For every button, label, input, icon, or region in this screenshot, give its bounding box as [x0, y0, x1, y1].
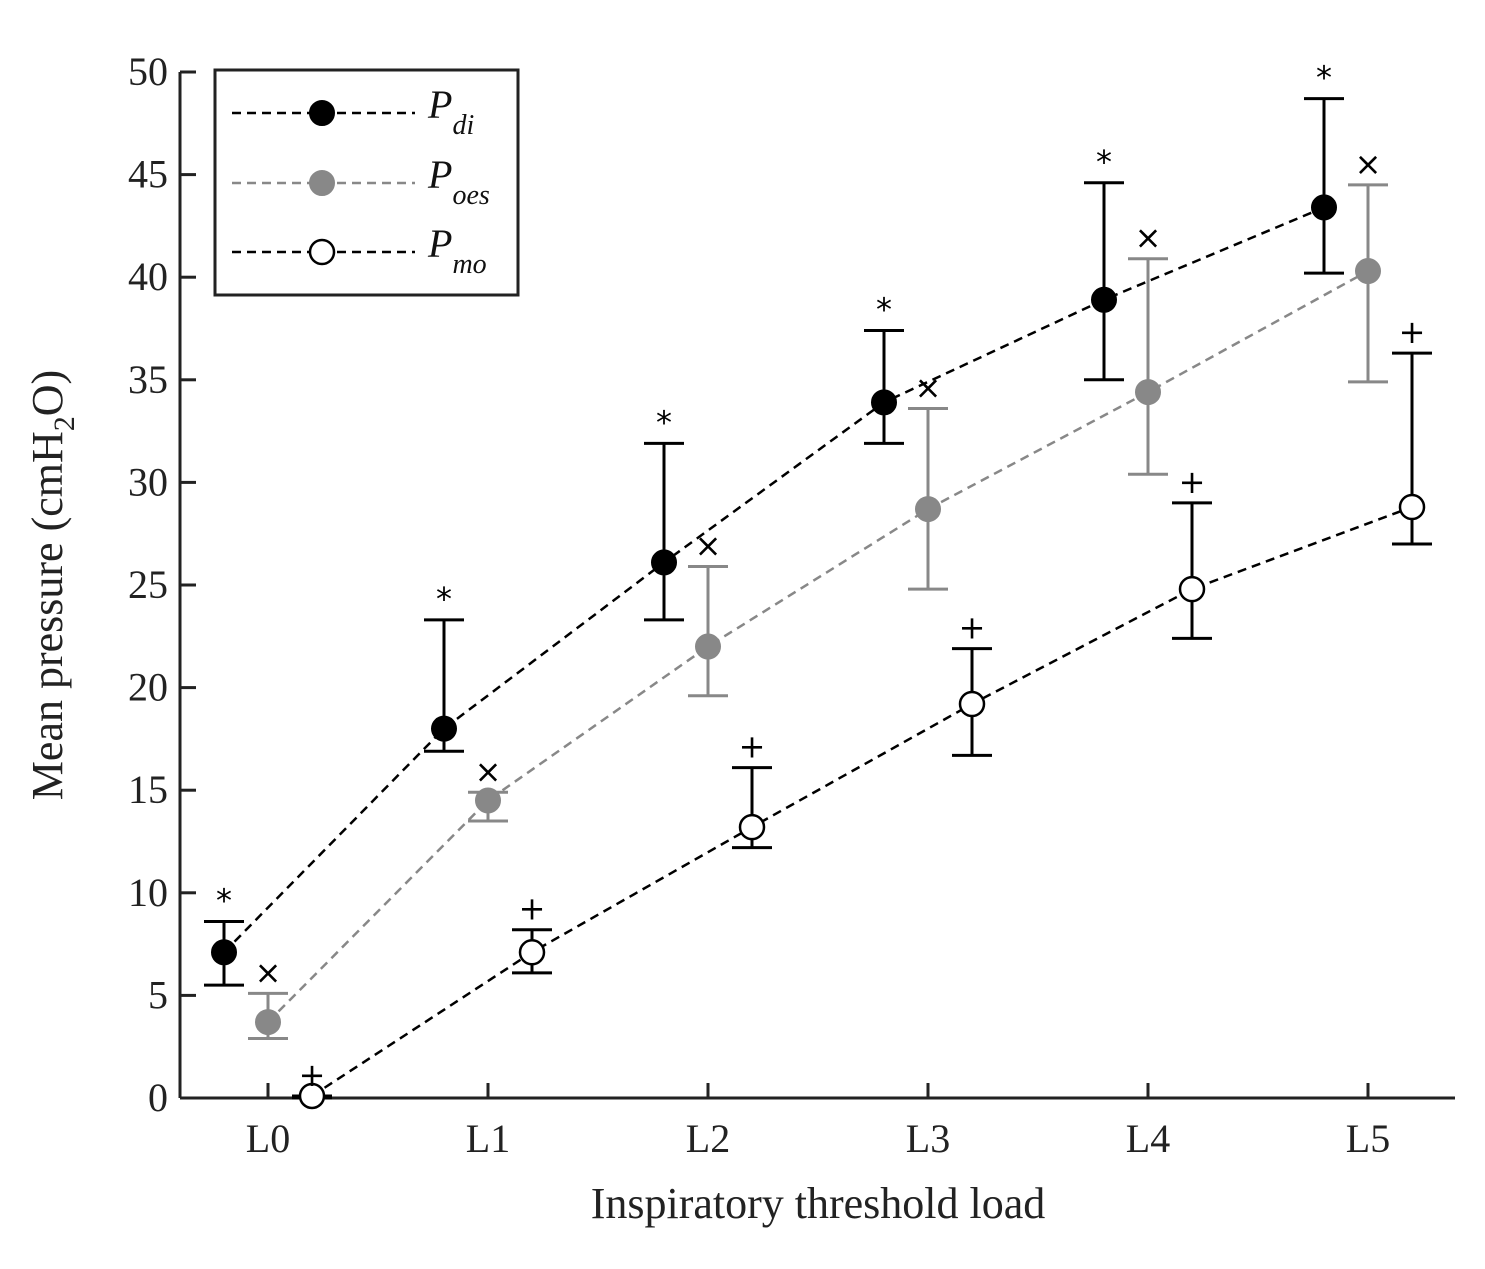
point-mo-0: [298, 1082, 326, 1110]
point-oes-0: [255, 1009, 281, 1036]
legend-label-poes-sub: oes: [452, 180, 489, 211]
significance-di-0: *: [216, 882, 232, 920]
legend-item-pdi: Pdi: [232, 82, 474, 141]
y-axis-title-subscript: 2: [48, 416, 81, 431]
series-line-di: [223, 206, 1325, 954]
y-tick-label-9: 45: [128, 152, 168, 197]
legend-label-pmo: Pmo: [427, 221, 487, 280]
point-oes-3: [915, 496, 941, 523]
series-lines: [223, 206, 1413, 1097]
point-mo-2: [738, 813, 766, 841]
point-di-4: [1091, 286, 1117, 313]
series-line-mo: [311, 505, 1413, 1097]
y-ticks: 0 5 10 15 20 25 30 35 40 45 50: [128, 49, 196, 1120]
point-mo-3: [958, 690, 986, 718]
significance-mo-1: +: [519, 890, 546, 928]
y-tick-label-3: 15: [128, 767, 168, 812]
y-tick-label-5: 25: [128, 562, 168, 607]
y-axis-title: Mean pressure (cmH2O): [23, 370, 81, 800]
legend-label-poes: Poes: [427, 152, 490, 211]
significance-mo-3: +: [959, 609, 986, 647]
series-line-oes: [267, 269, 1369, 1023]
legend-marker-poes: [309, 170, 335, 196]
point-mo-4: [1178, 575, 1206, 603]
legend-label-poes-main: P: [427, 152, 452, 197]
point-oes-2: [695, 633, 721, 660]
y-tick-label-0: 0: [148, 1075, 168, 1120]
significance-di-1: *: [436, 580, 452, 618]
legend-item-poes: Poes: [232, 152, 490, 211]
point-oes-5: [1355, 258, 1381, 285]
significance-oes-0: ×: [255, 953, 282, 991]
x-tick-label-0: L0: [246, 1116, 290, 1161]
point-di-5: [1311, 194, 1337, 221]
point-di-2: [651, 549, 677, 576]
significance-oes-1: ×: [475, 752, 502, 790]
point-oes-4: [1135, 379, 1161, 406]
y-tick-label-6: 30: [128, 459, 168, 504]
significance-mo-4: +: [1179, 463, 1206, 501]
significance-oes-4: ×: [1135, 219, 1162, 257]
significance-mo-0: +: [299, 1056, 326, 1094]
x-axis-title: Inspiratory threshold load: [591, 1179, 1046, 1228]
significance-di-3: *: [876, 291, 892, 329]
y-tick-label-8: 40: [128, 254, 168, 299]
y-tick-label-10: 50: [128, 49, 168, 94]
y-axis-title-suffix: O): [23, 370, 72, 416]
y-tick-label-7: 35: [128, 357, 168, 402]
legend-marker-pdi: [309, 100, 335, 126]
y-tick-label-2: 10: [128, 870, 168, 915]
legend-marker-pmo: [308, 238, 336, 266]
significance-di-2: *: [656, 403, 672, 441]
legend-item-pmo: Pmo: [232, 221, 487, 280]
series-errorbars: [204, 97, 1432, 1100]
significance-oes-3: ×: [915, 369, 942, 407]
x-tick-label-3: L3: [906, 1116, 950, 1161]
point-mo-1: [518, 939, 546, 966]
significance-di-5: *: [1316, 59, 1332, 97]
significance-di-4: *: [1096, 143, 1112, 181]
significance-oes-2: ×: [695, 527, 722, 565]
y-tick-label-4: 20: [128, 665, 168, 710]
significance-oes-5: ×: [1355, 145, 1382, 183]
legend-label-pmo-sub: mo: [452, 249, 486, 280]
significance-markers: * * * * * * × × × × × × + + + + + +: [216, 59, 1425, 1094]
point-di-3: [871, 389, 897, 416]
x-ticks: L0 L1 L2 L3 L4 L5: [246, 1083, 1390, 1161]
legend-label-pdi: Pdi: [427, 82, 474, 141]
legend: Pdi Poes Pmo: [213, 68, 520, 297]
x-tick-label-4: L4: [1126, 1116, 1170, 1161]
x-tick-label-2: L2: [686, 1116, 730, 1161]
point-di-1: [431, 715, 457, 742]
legend-label-pdi-main: P: [427, 82, 452, 127]
x-tick-label-1: L1: [466, 1116, 510, 1161]
y-axis-title-main: Mean pressure (cmH: [23, 431, 72, 800]
point-di-0: [211, 939, 237, 966]
point-oes-1: [475, 787, 501, 814]
legend-label-pmo-main: P: [427, 221, 452, 266]
point-mo-5: [1398, 493, 1426, 521]
y-tick-label-1: 5: [148, 972, 168, 1017]
legend-label-pdi-sub: di: [452, 110, 474, 141]
x-tick-label-5: L5: [1346, 1116, 1390, 1161]
significance-mo-5: +: [1399, 313, 1426, 351]
significance-mo-2: +: [739, 728, 766, 766]
series-markers: [211, 194, 1426, 1110]
